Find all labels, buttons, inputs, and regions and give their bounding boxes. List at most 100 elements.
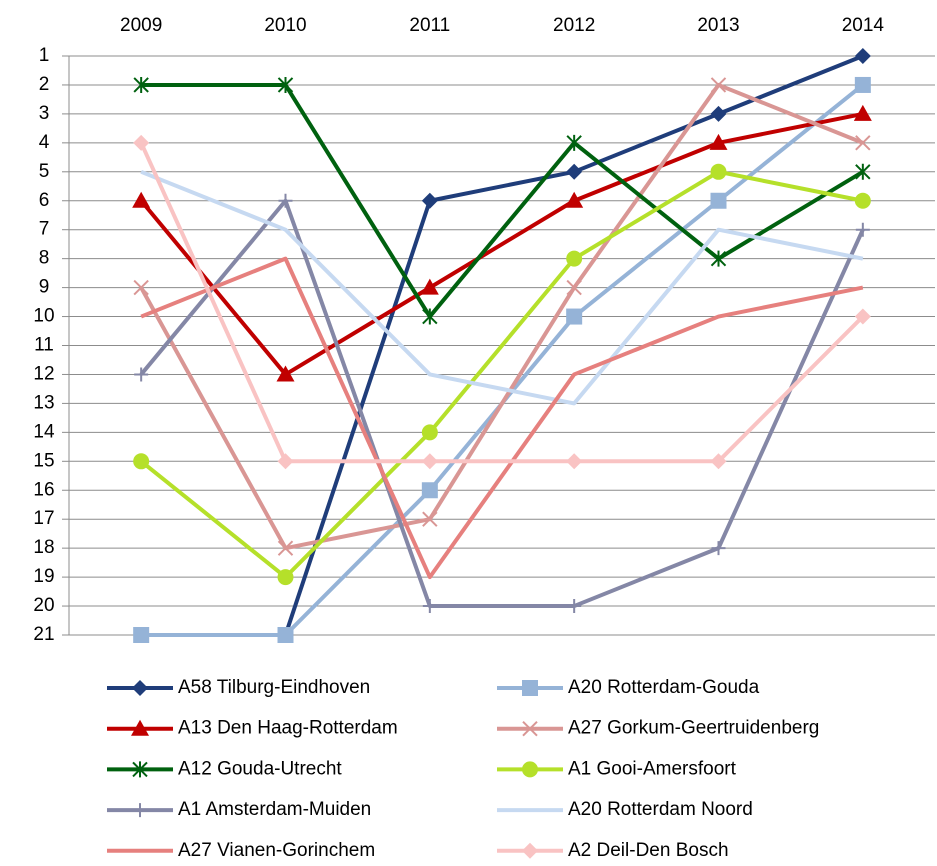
legend-marker [522,842,538,859]
data-point [133,453,150,470]
data-point [277,540,294,556]
data-point [855,163,871,180]
y-tick-label: 16 [33,479,54,500]
legend-label: A13 Den Haag-Rotterdam [178,718,398,739]
legend-marker [132,680,148,696]
y-tick-label: 19 [33,566,54,587]
x-tick-label: 2012 [553,15,595,36]
legend-marker [522,680,538,696]
legend-label: A27 Vianen-Gorinchem [178,840,375,861]
x-tick-label: 2009 [120,15,162,36]
data-point [277,76,294,93]
data-point [421,482,438,499]
series-line [140,169,864,406]
y-tick-label: 15 [33,450,54,471]
data-point [278,193,293,208]
legend-label: A27 Gorkum-Geertruidenberg [568,718,819,739]
legend-label: A1 Gooi-Amersfoort [568,758,737,779]
y-tick-label: 10 [33,306,54,327]
series-line [139,169,864,580]
legend-label: A12 Gouda-Utrecht [178,758,342,779]
data-point [133,134,150,151]
data-point [277,569,294,586]
y-tick-label: 7 [39,219,50,240]
series-line [139,111,864,377]
data-point [277,453,294,470]
x-tick-label: 2011 [409,15,450,36]
data-point [277,627,294,643]
data-point [710,192,727,209]
data-point [854,48,871,64]
legend-label: A20 Rotterdam Noord [568,799,753,820]
data-point [709,133,728,150]
data-point [420,278,439,295]
y-tick-label: 17 [33,508,54,529]
data-point [421,424,438,441]
data-point [853,104,872,121]
data-point [565,191,584,208]
y-tick-label: 2 [39,74,50,95]
data-point [566,163,583,180]
y-tick-label: 20 [33,595,54,616]
series-line [140,256,864,580]
x-tick-label: 2014 [842,15,885,36]
data-point [854,192,871,209]
data-point [133,279,149,296]
legend-label: A20 Rotterdam-Gouda [568,677,760,698]
legend-marker [133,803,147,818]
data-point [421,192,438,209]
y-tick-label: 21 [33,624,54,645]
data-point [421,453,438,470]
series-line [139,198,865,609]
legend-marker [522,761,538,778]
data-point [710,105,727,122]
data-point [134,367,149,382]
data-point [710,453,727,470]
y-tick-label: 8 [39,248,50,269]
data-point [854,76,871,93]
data-point [132,191,151,208]
legend-label: A2 Deil-Den Bosch [568,840,729,861]
y-tick-label: 4 [39,132,50,153]
legend-label: A1 Amsterdam-Muiden [178,799,371,820]
y-tick-label: 18 [33,537,54,558]
data-point [711,541,726,556]
data-point [566,279,582,296]
series-line [141,83,865,637]
y-tick-label: 14 [33,421,55,442]
data-point [566,308,583,325]
legend-marker [131,719,149,736]
legend-label: A58 Tilburg-Eindhoven [178,677,370,698]
data-point [854,308,871,325]
data-point [710,77,727,93]
legend-marker [522,720,538,737]
y-tick-label: 11 [34,335,54,356]
data-point [422,511,438,527]
data-point [567,599,582,614]
data-point [422,308,438,325]
data-point [710,250,727,267]
series-line [139,82,864,551]
legend-marker [132,761,148,778]
x-tick-label: 2013 [697,15,739,36]
data-point [276,365,295,382]
y-tick-label: 1 [39,45,50,66]
y-tick-label: 3 [39,103,50,124]
y-tick-label: 6 [39,190,50,211]
data-point [133,76,149,93]
data-point [855,222,870,237]
y-tick-label: 13 [33,392,54,413]
data-point [710,163,727,180]
data-point [422,599,437,614]
series-line [141,82,864,319]
data-point [566,453,583,470]
y-tick-label: 9 [39,277,50,298]
series-line [139,142,865,464]
data-point [133,627,150,643]
y-tick-label: 12 [33,363,54,384]
data-point [566,250,583,267]
x-tick-label: 2010 [264,15,306,36]
data-point [855,135,871,151]
data-point [566,134,582,151]
